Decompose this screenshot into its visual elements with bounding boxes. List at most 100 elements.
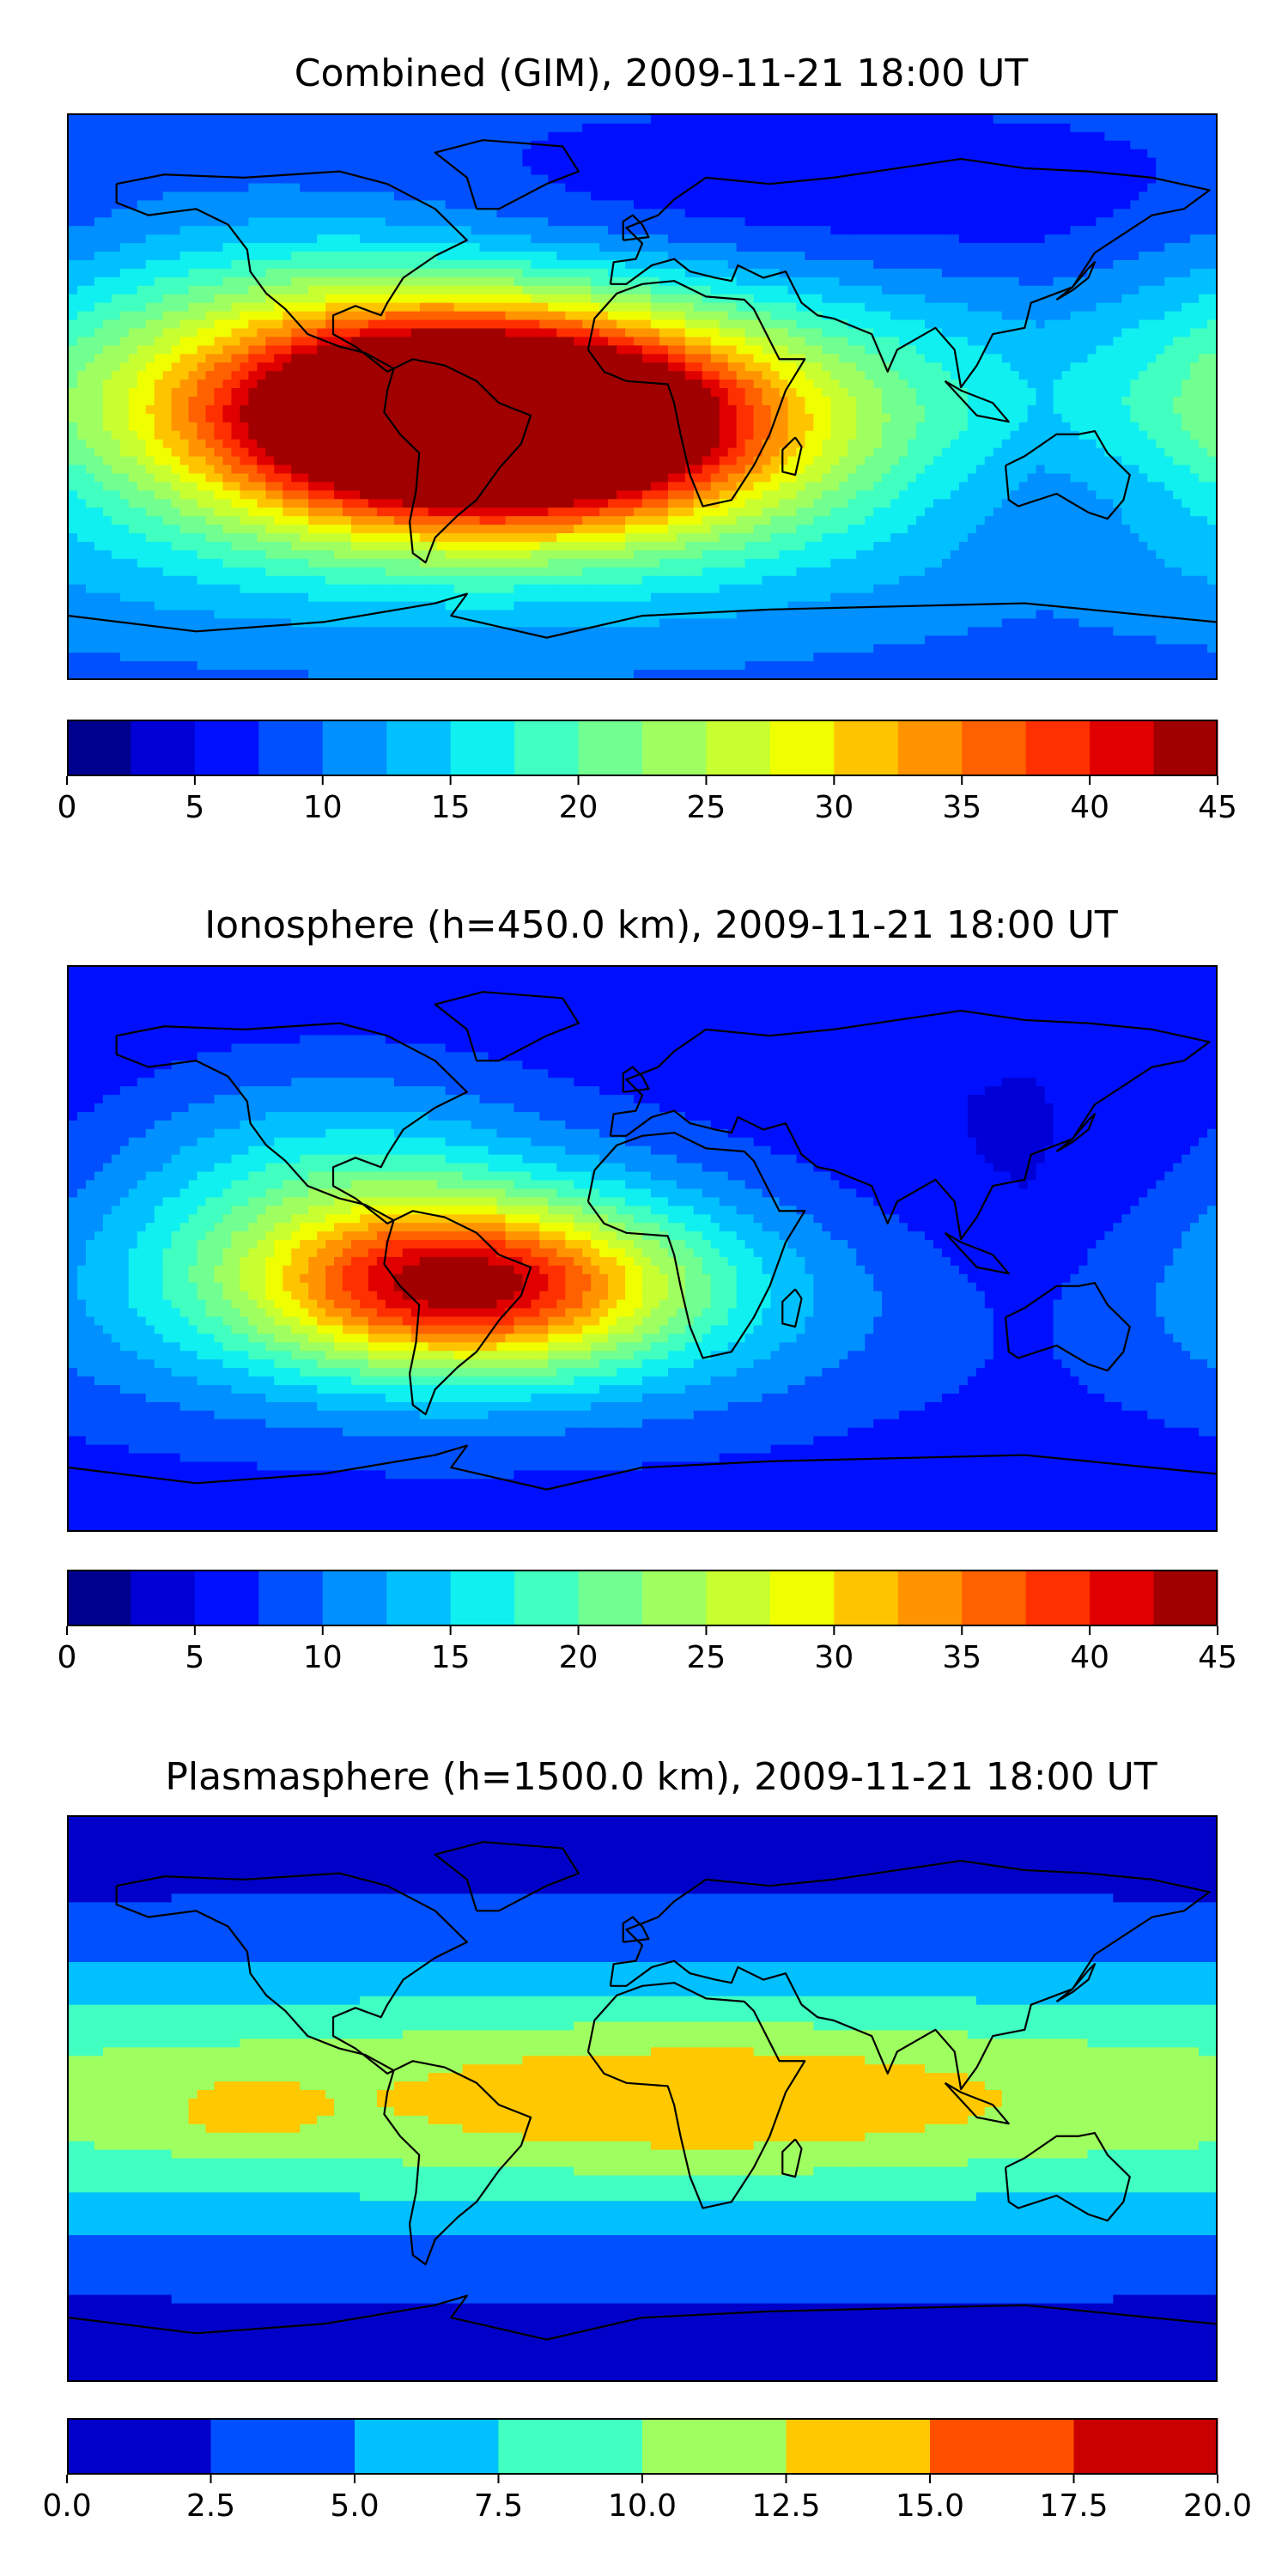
contour-cell <box>1036 209 1046 218</box>
contour-cell <box>625 328 635 338</box>
contour-cell <box>950 115 960 125</box>
contour-cell <box>787 140 798 150</box>
contour-cell <box>617 413 626 423</box>
contour-cell <box>539 388 549 398</box>
contour-cell <box>1147 200 1157 210</box>
contour-cell <box>617 123 626 133</box>
contour-cell <box>505 371 515 380</box>
contour-cell <box>197 183 207 193</box>
contour-cell <box>941 302 951 313</box>
contour-cell <box>975 276 986 287</box>
contour-cell <box>993 200 1003 210</box>
contour-cell <box>770 140 781 150</box>
contour-cell <box>1044 217 1054 227</box>
contour-cell <box>941 362 951 372</box>
contour-cell <box>1190 131 1200 142</box>
contour-cell <box>591 328 600 338</box>
contour-cell <box>222 131 233 142</box>
contour-cell <box>393 302 404 313</box>
contour-cell <box>1087 302 1097 313</box>
contour-cell <box>882 209 891 218</box>
contour-cell <box>642 319 652 330</box>
contour-cell <box>179 302 190 313</box>
contour-cell <box>102 217 112 227</box>
contour-cell <box>111 311 121 321</box>
contour-cell <box>265 422 275 432</box>
contour-cell <box>76 191 87 201</box>
contour-cell <box>385 328 395 338</box>
contour-cell <box>69 131 78 142</box>
contour-cell <box>69 422 78 432</box>
contour-cell <box>231 337 241 346</box>
contour-cell <box>787 345 798 355</box>
contour-cell <box>890 252 900 261</box>
contour-cell <box>1096 354 1105 363</box>
contour-cell <box>428 354 438 363</box>
contour-cell <box>419 404 429 415</box>
contour-cell <box>548 191 557 201</box>
contour-cell <box>334 294 343 304</box>
contour-cell <box>325 294 335 304</box>
contour-cell <box>710 302 720 313</box>
contour-cell <box>471 422 481 432</box>
contour-cell <box>471 328 481 338</box>
contour-cell <box>291 209 301 218</box>
contour-cell <box>351 123 361 133</box>
contour-cell <box>1156 413 1165 423</box>
contour-cell <box>119 157 130 167</box>
contour-cell <box>565 285 574 295</box>
contour-cell <box>317 149 326 159</box>
contour-cell <box>419 276 429 287</box>
contour-cell <box>608 157 617 167</box>
contour-cell <box>479 149 489 159</box>
contour-cell <box>283 166 292 176</box>
contour-cell <box>702 422 712 432</box>
contour-cell <box>1156 115 1165 125</box>
contour-cell <box>975 234 986 244</box>
contour-cell <box>925 157 934 167</box>
contour-cell <box>119 430 130 440</box>
contour-cell <box>205 371 216 380</box>
contour-cell <box>488 319 498 330</box>
contour-cell <box>650 123 660 133</box>
contour-cell <box>865 166 874 176</box>
contour-cell <box>667 294 677 304</box>
contour-cell <box>179 191 190 201</box>
contour-cell <box>1018 209 1029 218</box>
contour-cell <box>762 413 772 423</box>
contour-cell <box>719 380 729 389</box>
contour-cell <box>1173 354 1182 363</box>
contour-cell <box>617 149 626 159</box>
contour-cell <box>787 183 798 193</box>
contour-cell <box>179 311 190 321</box>
contour-cell <box>1053 183 1063 193</box>
contour-cell <box>205 252 216 261</box>
contour-cell <box>154 183 164 193</box>
contour-cell <box>1156 345 1165 355</box>
contour-cell <box>1104 413 1114 423</box>
contour-cell <box>856 276 866 287</box>
contour-cell <box>505 422 515 432</box>
contour-cell <box>334 430 343 440</box>
contour-cell <box>667 354 677 363</box>
contour-cell <box>402 166 412 176</box>
contour-cell <box>471 268 481 278</box>
contour-cell <box>240 413 249 423</box>
contour-cell <box>376 252 386 261</box>
contour-cell <box>1027 268 1037 278</box>
contour-cell <box>359 243 369 252</box>
contour-cell <box>1182 422 1191 432</box>
contour-cell <box>856 337 866 346</box>
contour-cell <box>428 337 438 346</box>
contour-cell <box>137 404 147 415</box>
contour-cell <box>111 413 121 423</box>
contour-cell <box>351 413 361 423</box>
contour-cell <box>283 234 292 244</box>
contour-cell <box>137 388 147 398</box>
contour-cell <box>727 354 738 363</box>
contour-cell <box>1053 311 1063 321</box>
contour-cell <box>634 166 643 176</box>
contour-cell <box>565 209 574 218</box>
contour-cell <box>76 166 87 176</box>
contour-cell <box>941 319 951 330</box>
